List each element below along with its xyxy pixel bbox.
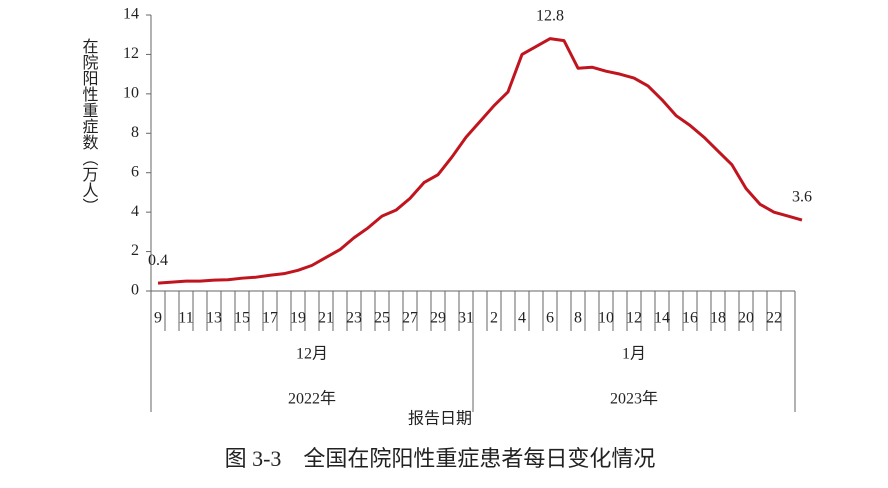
group-label: 12月 [296,346,328,363]
data-label: 0.4 [148,252,168,269]
x-tick-label: 23 [346,310,362,327]
y-tick-label: 6 [131,163,139,180]
data-label: 3.6 [792,189,812,206]
group-label: 1月 [622,346,646,363]
x-tick-label: 4 [518,310,526,327]
y-tick-label: 14 [123,6,139,23]
x-tick-label: 2 [490,310,498,327]
x-tick-label: 25 [374,310,390,327]
y-tick-label: 12 [123,45,139,62]
x-tick-label: 12 [626,310,642,327]
x-tick-label: 14 [654,310,670,327]
y-tick-label: 4 [131,203,139,220]
y-axis-label: 在院阳性重症数（万人） [80,38,99,214]
x-tick-label: 20 [738,310,754,327]
x-tick-label: 16 [682,310,698,327]
x-tick-label: 10 [598,310,614,327]
y-tick-label: 2 [131,242,139,259]
data-label: 12.8 [536,7,564,24]
x-tick-label: 22 [766,310,782,327]
x-tick-label: 13 [206,310,222,327]
y-tick-label: 0 [131,282,139,299]
x-tick-label: 6 [546,310,554,327]
x-tick-label: 21 [318,310,334,327]
group-label: 2023年 [610,390,658,408]
y-tick-label: 8 [131,124,139,141]
y-tick-label: 10 [123,85,139,102]
x-tick-label: 29 [430,310,446,327]
data-line [157,37,803,285]
x-tick-label: 9 [154,310,162,327]
x-axis-label: 报告日期 [408,410,472,428]
x-tick-label: 31 [458,310,474,327]
group-label: 2022年 [288,390,336,408]
x-tick-label: 19 [290,310,306,327]
caption: 图 3-3 全国在院阳性重症患者每日变化情况 [225,446,656,471]
x-tick-label: 18 [710,310,726,327]
x-tick-label: 8 [574,310,582,327]
x-tick-label: 27 [402,310,418,327]
x-tick-label: 11 [178,310,193,327]
x-tick-label: 17 [262,310,278,327]
x-tick-label: 15 [234,310,250,327]
